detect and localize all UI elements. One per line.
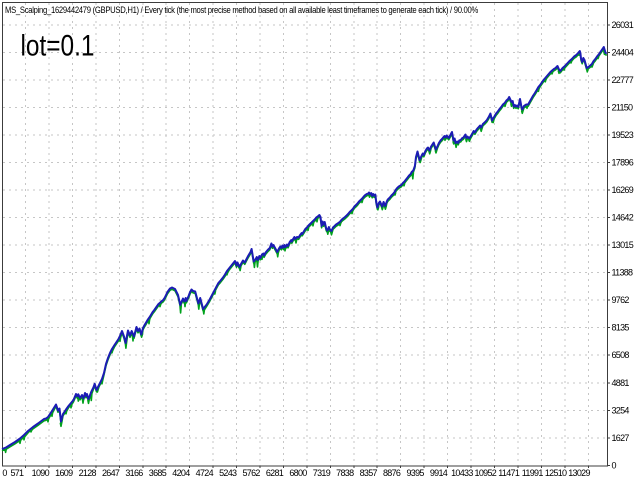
svg-text:3254: 3254 — [612, 405, 630, 415]
svg-text:3685: 3685 — [149, 468, 167, 478]
svg-text:22777: 22777 — [612, 75, 634, 85]
svg-text:0: 0 — [2, 468, 7, 478]
svg-text:1090: 1090 — [32, 468, 50, 478]
svg-text:0: 0 — [612, 460, 617, 470]
svg-text:9914: 9914 — [430, 468, 448, 478]
svg-text:8357: 8357 — [360, 468, 378, 478]
svg-text:4881: 4881 — [612, 378, 630, 388]
svg-text:5762: 5762 — [242, 468, 260, 478]
svg-text:14642: 14642 — [612, 213, 634, 223]
svg-text:21150: 21150 — [612, 102, 634, 112]
svg-text:8135: 8135 — [612, 323, 630, 333]
svg-text:16269: 16269 — [612, 185, 634, 195]
svg-text:8876: 8876 — [383, 468, 401, 478]
svg-text:3166: 3166 — [125, 468, 143, 478]
svg-text:11471: 11471 — [498, 468, 520, 478]
svg-text:4204: 4204 — [172, 468, 190, 478]
svg-text:13015: 13015 — [612, 240, 634, 250]
svg-text:9395: 9395 — [406, 468, 424, 478]
svg-text:6508: 6508 — [612, 350, 630, 360]
svg-text:7319: 7319 — [313, 468, 331, 478]
svg-text:10433: 10433 — [451, 468, 473, 478]
svg-text:13029: 13029 — [568, 468, 590, 478]
svg-text:571: 571 — [10, 468, 24, 478]
svg-text:6800: 6800 — [289, 468, 307, 478]
svg-text:6281: 6281 — [266, 468, 284, 478]
svg-text:MS_Scalping_1629442479 (GBPUSD: MS_Scalping_1629442479 (GBPUSD,H1) / Eve… — [5, 5, 479, 16]
svg-text:7838: 7838 — [336, 468, 354, 478]
svg-text:24404: 24404 — [612, 47, 634, 57]
svg-text:26031: 26031 — [612, 20, 634, 30]
svg-text:2128: 2128 — [79, 468, 97, 478]
svg-text:4724: 4724 — [196, 468, 214, 478]
svg-text:9762: 9762 — [612, 295, 630, 305]
svg-text:11388: 11388 — [612, 268, 634, 278]
svg-text:11991: 11991 — [522, 468, 544, 478]
svg-text:lot=0.1: lot=0.1 — [21, 30, 95, 63]
svg-text:1609: 1609 — [55, 468, 73, 478]
svg-text:5243: 5243 — [219, 468, 237, 478]
svg-text:2647: 2647 — [102, 468, 120, 478]
svg-text:10952: 10952 — [475, 468, 497, 478]
svg-text:1627: 1627 — [612, 433, 630, 443]
svg-text:19523: 19523 — [612, 130, 634, 140]
svg-text:17896: 17896 — [612, 158, 634, 168]
svg-text:12510: 12510 — [545, 468, 567, 478]
